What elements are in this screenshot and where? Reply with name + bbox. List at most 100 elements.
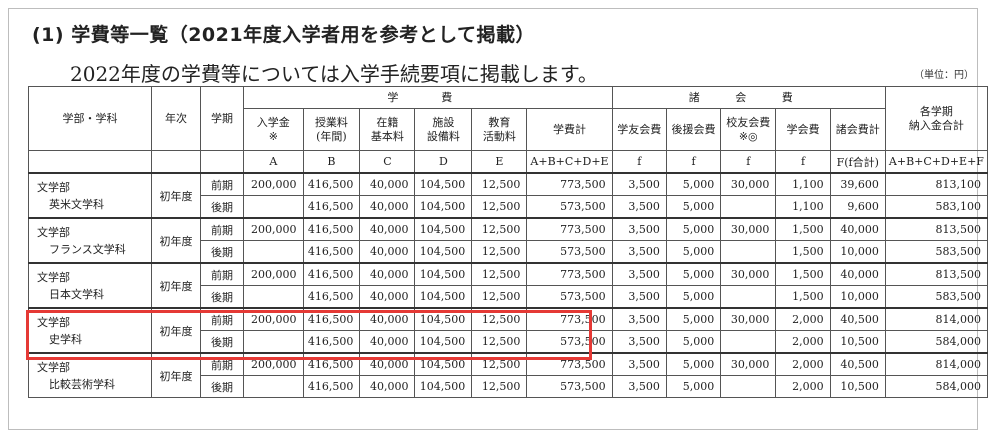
amount-cell: 773,500 xyxy=(526,262,613,286)
table-row: 後期 416,500 40,000 104,500 12,500 573,500 3,500… xyxy=(29,285,988,309)
table-row: 文学部 比較芸術学科 初年度 前期 200,000 416,500 40,000 104,50… xyxy=(27,352,988,398)
amount-cell: 200,000 xyxy=(243,217,304,241)
amount-cell: 573,500 xyxy=(526,195,613,219)
amount-cell xyxy=(243,195,304,219)
amount-cell: 12,500 xyxy=(471,240,528,264)
department-name: 比較芸術学科 xyxy=(49,377,115,391)
term-cell: 前期 xyxy=(199,307,245,331)
amount-cell: 200,000 xyxy=(243,352,304,376)
header-code: f xyxy=(720,150,777,174)
amount-cell: 416,500 xyxy=(302,172,361,196)
section-subheading: 2022年度の学費等については入学手続要項に掲載します。 xyxy=(70,62,598,86)
amount-cell: 416,500 xyxy=(302,285,361,309)
amount-cell: 416,500 xyxy=(302,262,361,286)
amount-cell: 3,500 xyxy=(611,375,667,398)
dept-cell: 文学部 史学科 xyxy=(27,307,153,354)
amount-cell: 583,500 xyxy=(884,240,988,264)
amount-cell: 40,500 xyxy=(829,352,886,376)
amount-cell: 40,000 xyxy=(359,352,416,376)
amount-cell: 583,100 xyxy=(884,195,988,219)
amount-cell: 40,000 xyxy=(359,195,416,219)
amount-cell: 5,000 xyxy=(665,240,722,264)
amount-cell xyxy=(243,375,304,398)
faculty-name: 文学部 xyxy=(37,270,70,284)
amount-cell: 2,000 xyxy=(775,330,831,354)
table-row: 後期 416,500 40,000 104,500 12,500 573,500 3,500… xyxy=(29,375,988,398)
year-cell: 初年度 xyxy=(151,352,201,398)
amount-cell: 104,500 xyxy=(414,217,473,241)
header-col: 校友会費 ※◎ xyxy=(720,108,777,151)
faculty-name: 文学部 xyxy=(37,225,70,239)
amount-cell: 416,500 xyxy=(302,330,361,354)
amount-cell: 3,500 xyxy=(611,240,667,264)
header-code: f xyxy=(611,150,667,174)
amount-cell xyxy=(720,375,777,398)
amount-cell: 10,500 xyxy=(829,330,886,354)
header-code-spacer xyxy=(151,150,201,174)
amount-cell: 12,500 xyxy=(471,375,528,398)
section-heading: (1) 学費等一覧（2021年度入学者用を参考として掲載） xyxy=(32,24,536,46)
term-cell: 前期 xyxy=(199,262,245,286)
department-name: 英米文学科 xyxy=(49,197,104,211)
header-tuition-group: 学 費 xyxy=(243,86,613,109)
amount-cell: 1,500 xyxy=(775,240,831,264)
amount-cell: 5,000 xyxy=(665,217,722,241)
amount-cell xyxy=(720,330,777,354)
term-cell: 前期 xyxy=(199,352,245,376)
header-dept: 学部・学科 xyxy=(27,86,153,151)
amount-cell: 813,500 xyxy=(884,262,988,286)
header-col: 学費計 xyxy=(526,108,613,151)
amount-cell: 416,500 xyxy=(302,307,361,331)
term-cell: 前期 xyxy=(199,172,245,196)
header-row-cols: 入学金 ※ 授業料 (年間) 在籍 基本料 施設 設備料 教育 活動料 学費計 学友会費 後援… xyxy=(29,108,988,151)
table-row: 文学部 フランス文学科 初年度 前期 200,000 416,500 40,000 104,5… xyxy=(27,217,988,264)
amount-cell: 3,500 xyxy=(611,262,667,286)
amount-cell: 5,000 xyxy=(665,352,722,376)
department-name: 日本文学科 xyxy=(49,287,104,301)
year-cell: 初年度 xyxy=(151,307,201,354)
header-term: 学期 xyxy=(199,86,245,151)
amount-cell: 12,500 xyxy=(471,330,528,354)
amount-cell: 813,100 xyxy=(884,172,988,196)
amount-cell: 104,500 xyxy=(414,375,473,398)
amount-cell: 573,500 xyxy=(526,285,613,309)
dept-cell: 文学部日本文学科 xyxy=(27,262,153,309)
amount-cell: 12,500 xyxy=(471,217,528,241)
header-code: A xyxy=(243,150,304,174)
amount-cell: 104,500 xyxy=(414,195,473,219)
amount-cell xyxy=(243,285,304,309)
header-code-spacer xyxy=(27,150,153,174)
amount-cell: 573,500 xyxy=(526,240,613,264)
header-assoc-group: 諸 会 費 xyxy=(611,86,886,109)
amount-cell: 584,000 xyxy=(884,375,988,398)
amount-cell: 40,000 xyxy=(829,262,886,286)
amount-cell: 5,000 xyxy=(665,285,722,309)
department-name: フランス文学科 xyxy=(49,242,126,256)
header-code: A+B+C+D+E+F xyxy=(884,150,988,174)
tuition-table: 学部・学科 年次 学期 学 費 諸 会 費 各学期 納入金合計 入学金 ※ 授業料… xyxy=(27,86,988,398)
amount-cell: 2,000 xyxy=(775,375,831,398)
amount-cell: 416,500 xyxy=(302,240,361,264)
department-name: 史学科 xyxy=(49,332,82,346)
amount-cell: 40,000 xyxy=(359,240,416,264)
term-cell: 後期 xyxy=(199,240,245,264)
year-cell: 初年度 xyxy=(151,217,201,264)
amount-cell: 40,000 xyxy=(359,172,416,196)
amount-cell: 573,500 xyxy=(526,330,613,354)
amount-cell: 2,000 xyxy=(775,307,831,331)
header-col: 教育 活動料 xyxy=(471,108,528,151)
faculty-name: 文学部 xyxy=(37,180,70,194)
year-cell: 初年度 xyxy=(151,262,201,309)
amount-cell: 773,500 xyxy=(526,352,613,376)
header-row-codes: A B C D E A+B+C+D+E f f f f F(f合計) A+B+C+D+E+F xyxy=(27,150,988,174)
amount-cell: 104,500 xyxy=(414,262,473,286)
amount-cell xyxy=(720,195,777,219)
amount-cell: 416,500 xyxy=(302,375,361,398)
header-col: 施設 設備料 xyxy=(414,108,473,151)
amount-cell: 1,500 xyxy=(775,262,831,286)
table-row: 後期 416,500 40,000 104,500 12,500 573,500 3,500… xyxy=(29,240,988,264)
amount-cell: 3,500 xyxy=(611,195,667,219)
header-col: 学友会費 xyxy=(611,108,667,151)
amount-cell: 773,500 xyxy=(526,307,613,331)
amount-cell: 200,000 xyxy=(243,262,304,286)
